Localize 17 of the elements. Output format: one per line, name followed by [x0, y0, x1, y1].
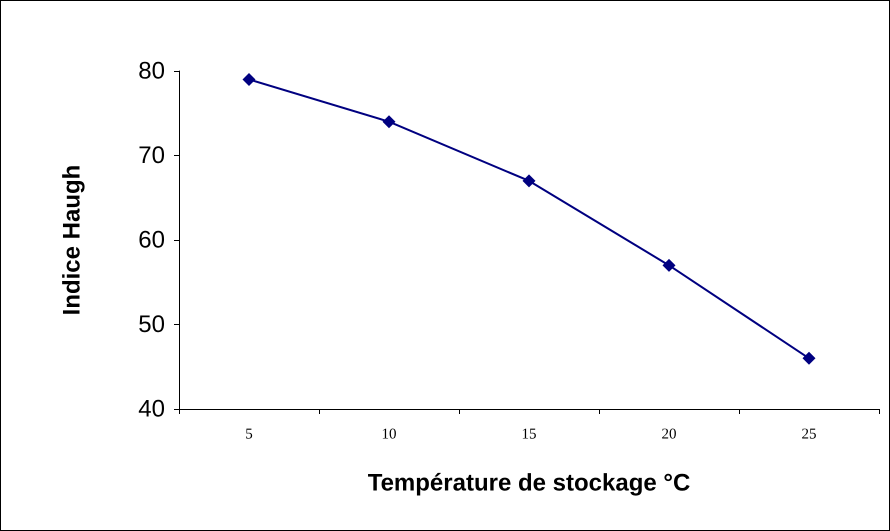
- x-tick-label: 25: [802, 426, 816, 442]
- y-tick-label: 80: [138, 58, 165, 84]
- x-tick-label: 5: [245, 426, 253, 442]
- x-tick-label: 20: [662, 426, 676, 442]
- point: [802, 352, 816, 365]
- y-tick-label: 60: [138, 226, 165, 254]
- point: [242, 72, 256, 86]
- y-tick-label: 70: [138, 142, 165, 169]
- x-tick-label: 15: [522, 426, 536, 442]
- y-tick-label: 50: [138, 311, 165, 338]
- point: [662, 258, 676, 272]
- x-tick-label: 10: [382, 426, 396, 442]
- point: [522, 174, 536, 188]
- y-tick-label: 40: [138, 396, 165, 422]
- point: [382, 115, 396, 128]
- x-axis-title: Température de stockage °C: [368, 470, 690, 496]
- y-axis-title: Indice Haugh: [58, 164, 86, 316]
